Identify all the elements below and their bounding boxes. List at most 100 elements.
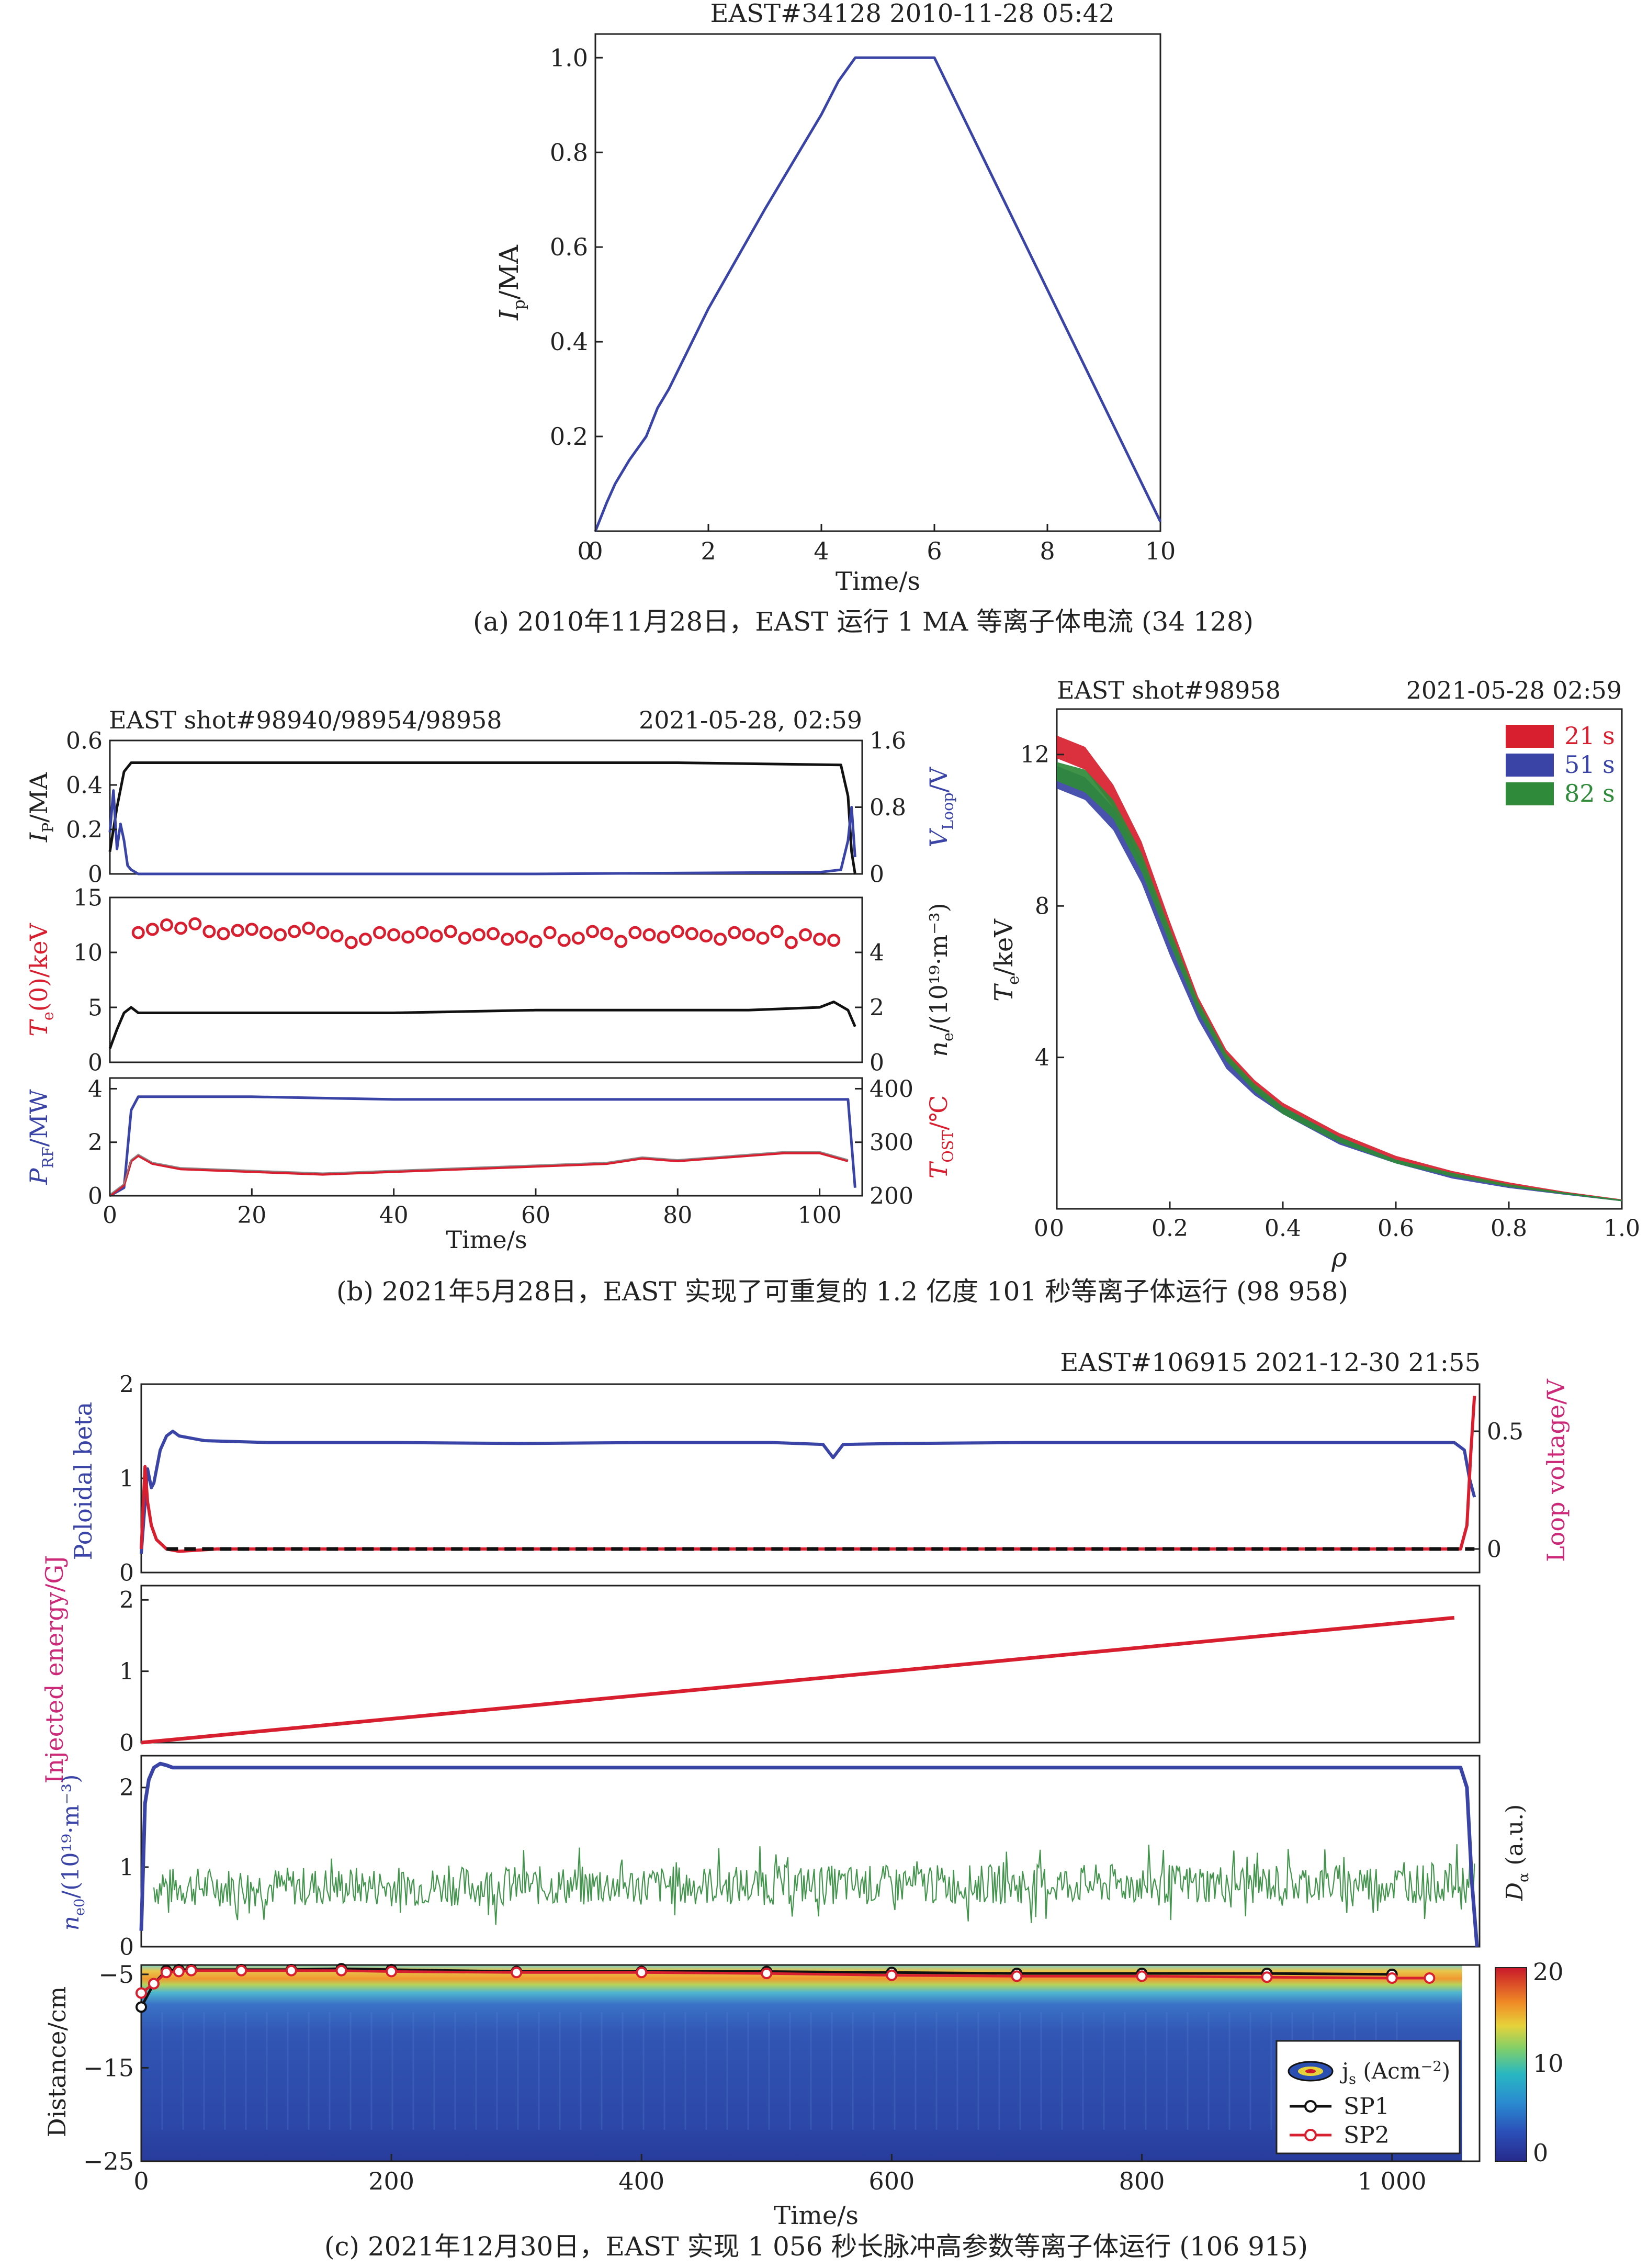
plot-c4-sp2-point <box>386 1966 398 1978</box>
plot-b2-te-point <box>259 926 273 939</box>
plot-b1-right-ytick-label: 1.6 <box>870 727 906 754</box>
plot-b4-xlabel: ρ <box>1331 1242 1347 1273</box>
plot-b2-te-point <box>231 924 244 937</box>
plot-b3-ytick-label: 4 <box>88 1076 103 1103</box>
plot-c1-frame <box>140 1383 1481 1574</box>
plot-a-ytick-label: 0.8 <box>550 138 588 166</box>
plot-b3-raw-trace <box>109 1151 849 1195</box>
plot-a-ylabel: Ip/MA <box>494 244 529 321</box>
plot-b3-ytick-label: 0 <box>88 1183 103 1209</box>
plot-b3-ylabel: PRF/MW <box>25 1089 57 1185</box>
plot-b2-right-ytick-label: 4 <box>870 939 884 966</box>
plot-b1-right-ytick-label: 0 <box>870 861 884 888</box>
plot-c4-heatmap-field <box>141 1965 1480 2161</box>
plot-b2-te-point <box>600 927 614 940</box>
plot-b1-right-ytick-label: 0.8 <box>870 794 906 821</box>
plot-a-xtick-label: 2 <box>701 537 716 565</box>
panel-c-title: EAST#106915 2021-12-30 21:55 <box>1060 1348 1481 1377</box>
plot-b2-te-point <box>798 928 812 941</box>
plot-a-xlabel: Time/s <box>836 567 920 596</box>
plot-b2-te-point <box>217 927 230 940</box>
plot-b1-ytick-label: 0.2 <box>66 816 103 843</box>
plot-a-ytick-label: 0.4 <box>550 328 588 356</box>
plot-b2-frame <box>109 896 863 1063</box>
plot-b1-ytick-label: 0 <box>88 861 103 888</box>
plot-a-frame <box>594 33 1161 532</box>
plot-a-xtick-label: 10 <box>1145 537 1176 565</box>
plot-b2-te-point <box>344 936 358 949</box>
plot-b2-te-point <box>571 931 585 945</box>
panel-a: EAST#34128 2010-11-28 05:42 0 2 4 6 8 1000.20… <box>473 0 1254 637</box>
plot-a-xtick-label: 4 <box>814 537 829 565</box>
plot-c4-ytick-label: −5 <box>98 1960 134 1989</box>
plot-b2-te-point <box>358 933 372 946</box>
plot-c3-ylabel: ne0/(10¹⁹·m⁻³) <box>58 1775 88 1931</box>
plot-c1-right-ytick-label: 0.5 <box>1487 1418 1523 1445</box>
plot-c3-ytick-label: 0 <box>119 1934 134 1960</box>
plot-c1-ytick-label: 0 <box>119 1559 134 1586</box>
plot-a-ytick-label: 1.0 <box>550 43 588 72</box>
plot-b2-te-point <box>770 925 784 938</box>
plot-b4-ytick-label: 8 <box>1035 893 1049 920</box>
plot-b2-ytick-label: 15 <box>73 884 103 911</box>
plot-c3-ytick-label: 2 <box>119 1775 134 1801</box>
panel-b-right-title: EAST shot#98958 <box>1057 676 1281 704</box>
plot-b3-prf-tost: 0 2 4 200 300 400 PRF/MW TOST/℃ 0 20 40 60 80 100 Time… <box>25 1076 957 1254</box>
plot-b2-te-point <box>487 927 500 940</box>
plot-c4-sp2-point <box>1011 1970 1023 1982</box>
plot-c1-y2label: Loop voltage/V <box>1542 1378 1570 1562</box>
plot-b4-legend-swatch <box>1506 725 1554 748</box>
panel-a-title: EAST#34128 2010-11-28 05:42 <box>710 0 1114 28</box>
plot-b2-te-point <box>714 933 727 946</box>
plot-b3-right-ytick-label: 300 <box>870 1129 913 1156</box>
plot-c1-red-line <box>140 1396 1476 1553</box>
plot-c4-legend-sp1-label: SP1 <box>1344 2093 1390 2120</box>
plot-b3-right-ytick-label: 400 <box>870 1076 913 1103</box>
plot-b3-xtick-label: 40 <box>379 1202 409 1229</box>
plot-c1-right-ytick-label: 0 <box>1487 1536 1502 1563</box>
plot-b2-te-point <box>756 931 770 945</box>
plot-b1-ytick-label: 0.6 <box>66 727 103 754</box>
plot-b4-ytick-label: 4 <box>1035 1045 1049 1071</box>
plot-b3-frame <box>109 1077 863 1197</box>
plot-a-xtick-label: 0 <box>588 537 603 565</box>
plot-b2-te-point <box>373 926 387 939</box>
plot-a-ytick-label: 0.6 <box>550 233 588 261</box>
plot-b3-y2label: TOST/℃ <box>924 1095 957 1179</box>
plot-b2-te-point <box>614 935 628 948</box>
plot-b4-xtick-label: 0 <box>1049 1215 1064 1242</box>
plot-c3-y2label: Dα (a.u.) <box>1502 1804 1532 1902</box>
plot-b2-te-point <box>657 930 670 944</box>
plot-c1-ytick-label: 2 <box>119 1371 134 1398</box>
plot-c2-ylabel: Injected energy/GJ <box>40 1555 69 1784</box>
plot-b2-te-point <box>444 925 457 938</box>
plot-c4-xtick-label: 400 <box>618 2167 664 2195</box>
plot-c2-ytick-label: 1 <box>119 1658 134 1685</box>
plot-b3-blue-line <box>109 1095 856 1197</box>
plot-c4-colorbar-label: 10 <box>1533 2049 1564 2078</box>
plot-c4-colorbar-label: 0 <box>1533 2139 1548 2167</box>
plot-b4-legend-swatch <box>1506 782 1554 805</box>
plot-b2-te-point <box>628 926 642 939</box>
plot-c4-sp2-point <box>136 1987 147 1999</box>
plot-c2-ytick-label: 0 <box>119 1730 134 1756</box>
plot-c4-legend-sp1-marker <box>1304 2100 1317 2113</box>
plot-a-origin-label: 0 <box>577 537 592 565</box>
plot-c1-ylabel: Poloidal beta <box>69 1402 97 1560</box>
plot-b2-te-point <box>401 930 415 944</box>
plot-b2-te-point <box>145 923 159 936</box>
plot-b4-xtick-label: 0.6 <box>1378 1215 1414 1242</box>
plot-c4-colorbar-label: 20 <box>1533 1958 1564 1986</box>
plot-b2-black-line <box>108 1001 856 1049</box>
plot-b3-xtick-label: 0 <box>103 1202 117 1229</box>
plot-b2-te-point <box>813 933 827 946</box>
plot-b1-black-line <box>108 761 856 874</box>
plot-c4-ylabel: Distance/cm <box>43 1986 71 2138</box>
plot-b2-right-ytick-label: 2 <box>870 994 884 1021</box>
plot-c4-ytick-label: −15 <box>83 2054 134 2082</box>
plot-c2-injected-energy: 0 1 2 Injected energy/GJ <box>40 1555 1481 1784</box>
plot-c2-energy-line <box>141 1615 1455 1745</box>
plot-b2-te-point <box>160 918 174 931</box>
plot-c4-sp2-point <box>185 1964 197 1977</box>
plot-b4-te-profile: 0 0.2 0.4 0.6 0.8 1.0 0 4 8 12 ρ Te/keV 21 s51 s82 s <box>989 708 1640 1273</box>
